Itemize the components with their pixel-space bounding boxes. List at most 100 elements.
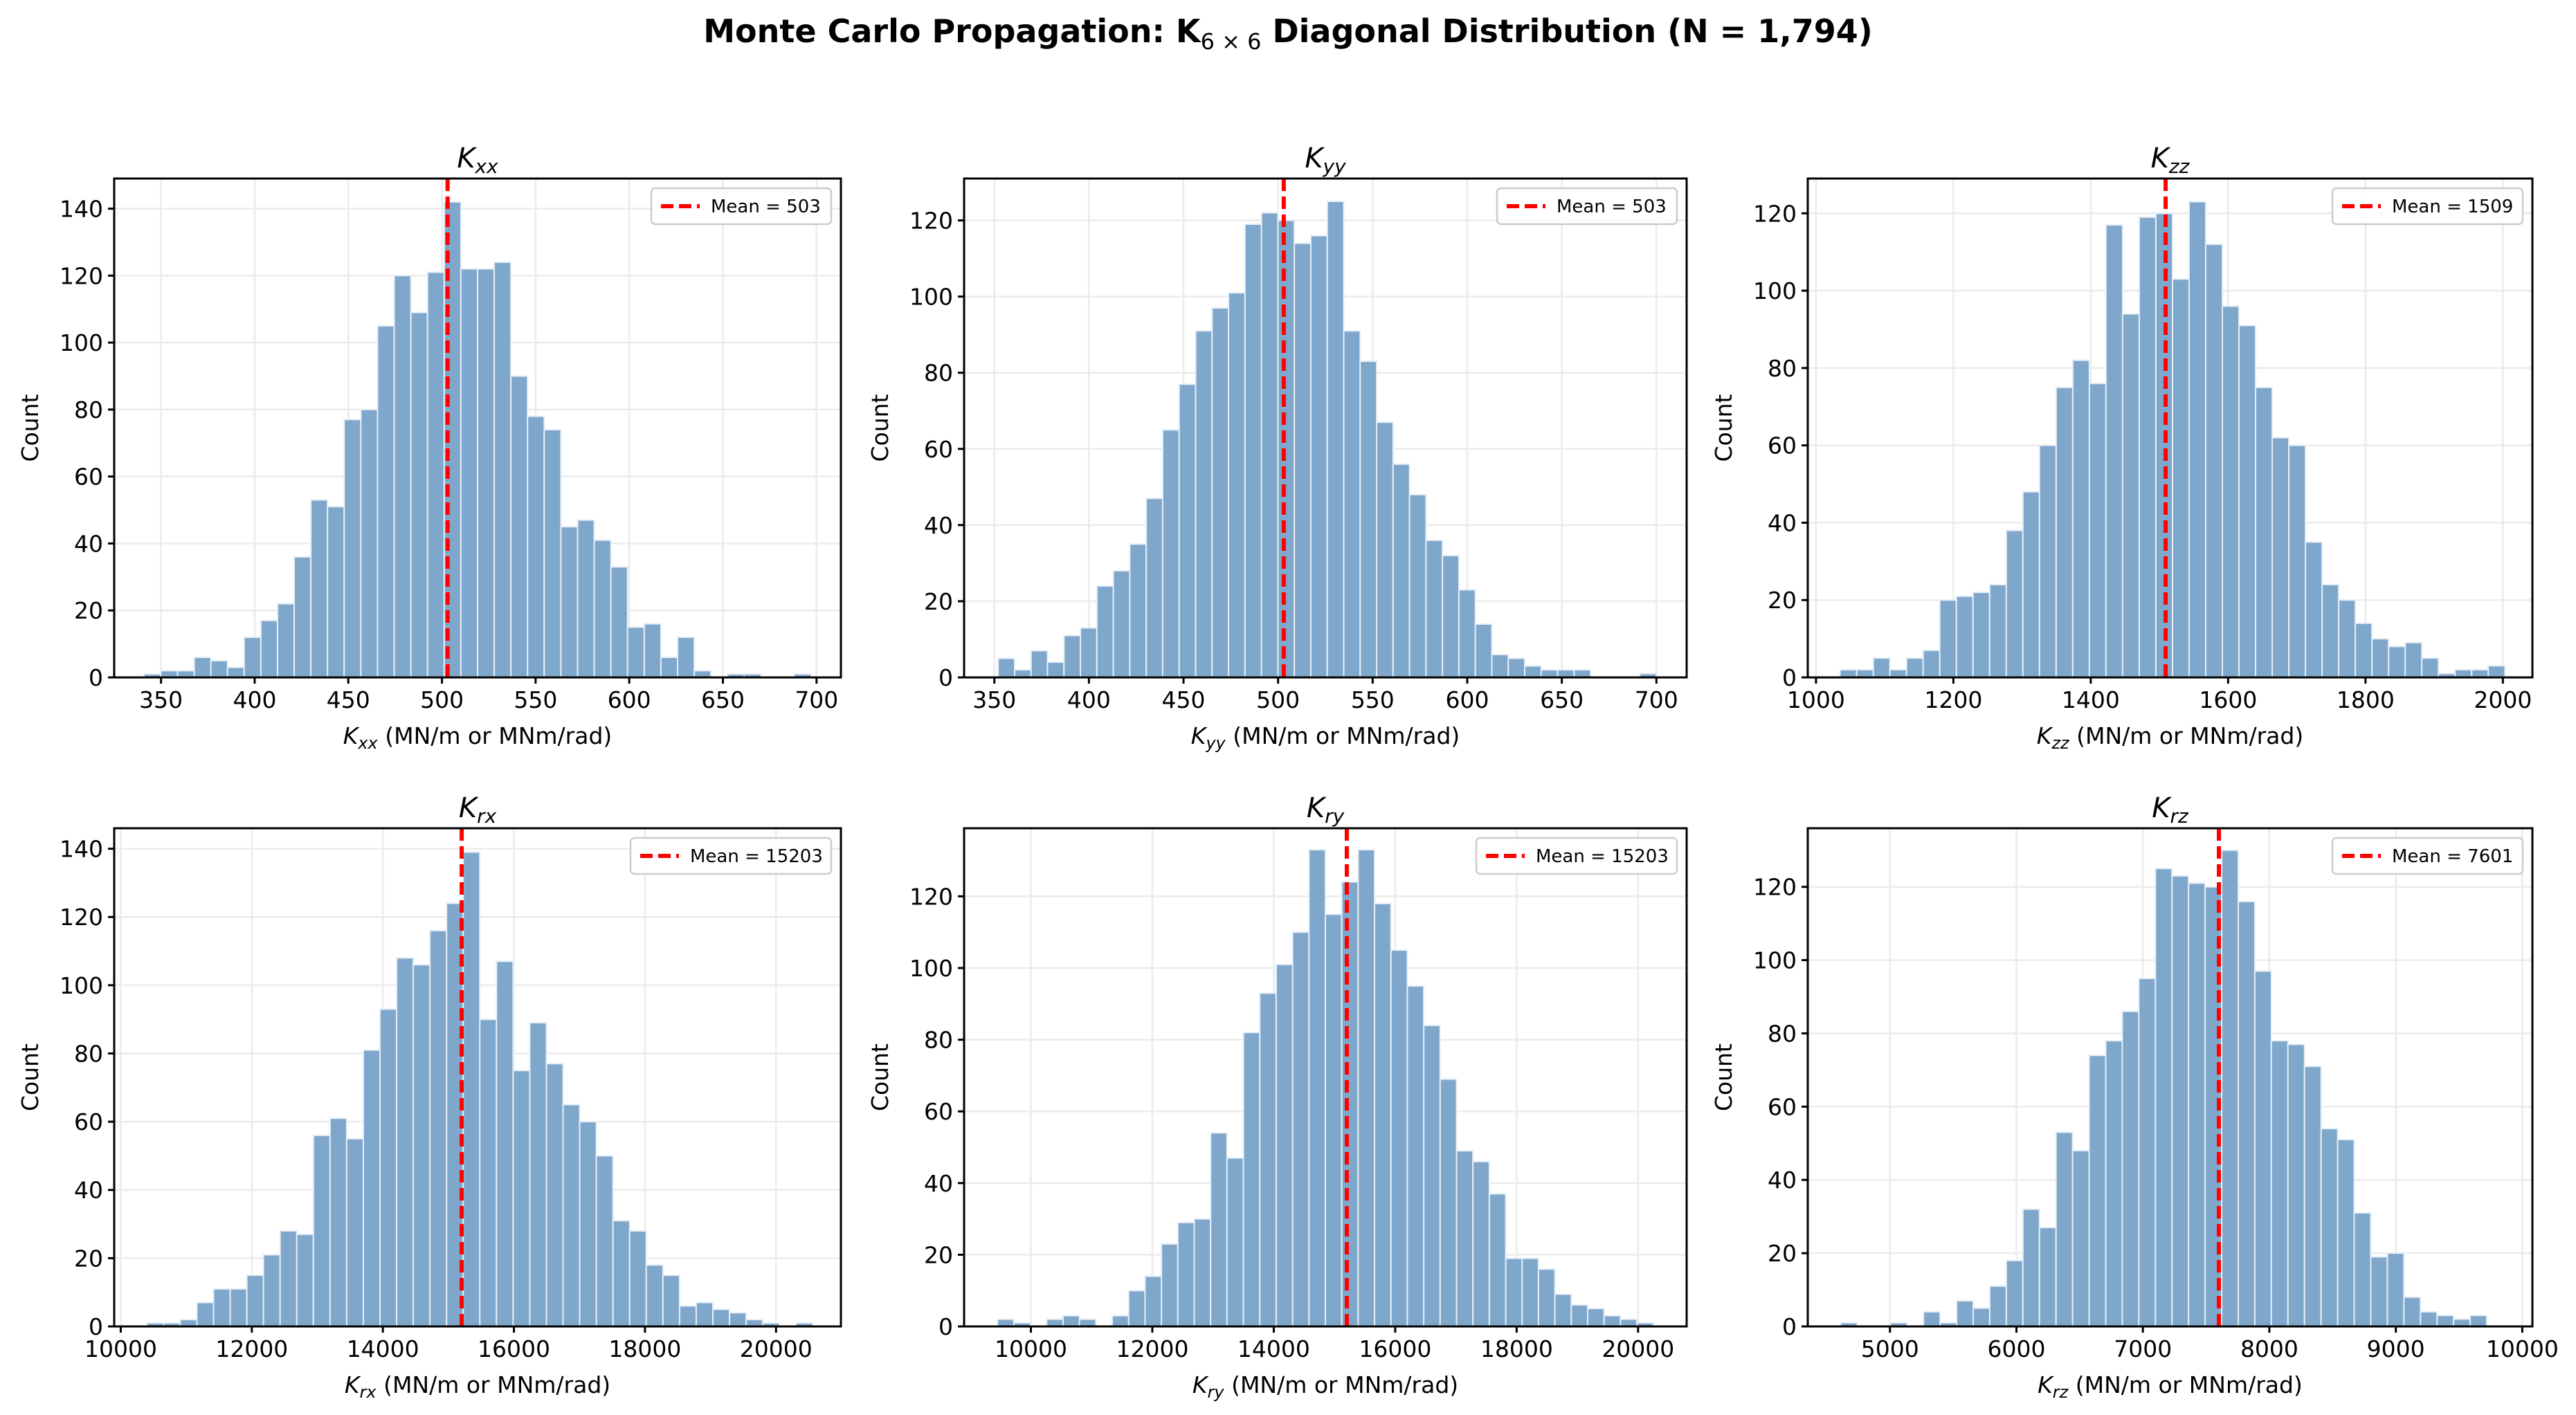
histogram-bar bbox=[2270, 1040, 2289, 1327]
histogram-bar bbox=[2038, 444, 2057, 679]
histogram-bar bbox=[2454, 668, 2473, 679]
x-tick-label: 350 bbox=[139, 686, 183, 713]
histogram-bar bbox=[312, 1134, 331, 1327]
y-tick-label: 40 bbox=[74, 530, 103, 557]
histogram-bar bbox=[396, 957, 415, 1327]
histogram-bar bbox=[1988, 583, 2007, 679]
histogram-bar bbox=[1161, 1243, 1179, 1327]
histogram-bar bbox=[1177, 1221, 1195, 1327]
histogram-bar bbox=[1554, 1293, 1572, 1328]
histogram-bar bbox=[1872, 657, 1891, 678]
histogram-bar bbox=[343, 419, 362, 679]
histogram-bar bbox=[2005, 1259, 2024, 1328]
y-tick-label: 20 bbox=[924, 1241, 953, 1268]
histogram-bar bbox=[1291, 931, 1310, 1327]
histogram-bar bbox=[429, 929, 448, 1327]
histogram-bar bbox=[545, 1063, 564, 1327]
histogram-bar bbox=[1620, 1318, 1638, 1327]
x-tick-label: 1000 bbox=[1787, 686, 1845, 713]
y-axis-label: Count bbox=[1710, 1043, 1737, 1111]
histogram-bar bbox=[1112, 1315, 1130, 1328]
histogram-bar bbox=[2386, 1252, 2405, 1328]
histogram-bar bbox=[729, 1312, 747, 1327]
panel-title: Kxx bbox=[457, 143, 498, 178]
histogram-bar bbox=[997, 1318, 1015, 1327]
histogram-bar bbox=[260, 619, 278, 679]
histogram-bar bbox=[2055, 1131, 2074, 1327]
histogram-bar bbox=[626, 626, 645, 679]
histogram-bar bbox=[1046, 661, 1065, 679]
y-tick-label: 120 bbox=[60, 904, 103, 931]
x-tick-label: 400 bbox=[233, 686, 276, 713]
y-tick-label: 120 bbox=[1753, 200, 1797, 227]
histogram-bar bbox=[377, 325, 395, 678]
histogram-bar bbox=[1013, 668, 1032, 679]
x-tick-label: 1400 bbox=[2062, 686, 2120, 713]
histogram-bar bbox=[2022, 491, 2040, 679]
y-axis-label: Count bbox=[17, 1043, 44, 1111]
histogram-bar bbox=[612, 1220, 631, 1327]
histogram-bar bbox=[2469, 1315, 2488, 1328]
histogram-bar bbox=[2105, 1040, 2123, 1327]
x-tick-label: 5000 bbox=[1861, 1335, 1919, 1362]
histogram-bar bbox=[2287, 1043, 2305, 1327]
legend-box bbox=[2331, 837, 2524, 875]
histogram-bar bbox=[2022, 1208, 2040, 1328]
histogram-bar bbox=[1540, 668, 1559, 679]
x-tick-label: 1600 bbox=[2199, 686, 2257, 713]
x-tick-label: 18000 bbox=[608, 1335, 681, 1362]
x-tick-label: 400 bbox=[1067, 686, 1111, 713]
histogram-bar bbox=[562, 1104, 581, 1327]
histogram-bar bbox=[210, 659, 228, 678]
histogram-bar bbox=[2188, 882, 2206, 1327]
figure-title-main: Monte Carlo Propagation: K bbox=[703, 12, 1201, 50]
axes-frame bbox=[1806, 177, 2534, 679]
histogram-bar bbox=[345, 1138, 364, 1327]
histogram-bar bbox=[2188, 201, 2207, 678]
histogram-bar bbox=[2105, 224, 2123, 678]
histogram-bar bbox=[1078, 1318, 1097, 1327]
x-tick-label: 14000 bbox=[347, 1335, 419, 1362]
histogram-bar bbox=[1376, 421, 1394, 678]
histogram-bar bbox=[460, 268, 479, 678]
histogram-bar bbox=[1062, 1315, 1080, 1328]
histogram-bar bbox=[1505, 1257, 1523, 1328]
histogram-bar bbox=[477, 268, 496, 678]
x-tick-label: 450 bbox=[327, 686, 370, 713]
y-tick-label: 80 bbox=[74, 396, 103, 423]
histogram-bar bbox=[212, 1288, 231, 1327]
histogram-bar bbox=[529, 1022, 547, 1328]
legend: Mean = 1509 bbox=[2331, 187, 2524, 226]
histogram-bar bbox=[2171, 875, 2190, 1327]
x-tick-label: 1800 bbox=[2337, 686, 2395, 713]
histogram-bar bbox=[1390, 949, 1408, 1327]
y-tick-label: 20 bbox=[1768, 587, 1797, 614]
x-tick-label: 8000 bbox=[2240, 1335, 2298, 1362]
histogram-bar bbox=[329, 1117, 347, 1328]
x-tick-label: 16000 bbox=[478, 1335, 550, 1362]
x-tick-label: 12000 bbox=[1116, 1335, 1188, 1362]
y-axis-label: Count bbox=[1710, 394, 1737, 462]
histogram-bar bbox=[997, 657, 1015, 678]
x-tick-label: 12000 bbox=[215, 1335, 288, 1362]
histogram-bar bbox=[1439, 1078, 1458, 1328]
x-tick-label: 18000 bbox=[1480, 1335, 1553, 1362]
x-tick-label: 500 bbox=[420, 686, 464, 713]
y-tick-label: 60 bbox=[924, 1098, 953, 1125]
histogram-bar bbox=[1455, 1150, 1474, 1327]
histogram-bar bbox=[2155, 212, 2173, 679]
histogram-bar bbox=[1458, 589, 1476, 679]
x-tick-label: 16000 bbox=[1359, 1335, 1431, 1362]
histogram-bar bbox=[1488, 1193, 1507, 1328]
panel-krx: 10000 12000 14000 16000 18000 20000 0 20 40 60 80 1… bbox=[17, 792, 842, 1402]
histogram-bar bbox=[1294, 242, 1312, 678]
x-axis-label: Kyy (MN/m or MNm/rad) bbox=[1191, 722, 1460, 753]
y-tick-label: 60 bbox=[924, 436, 953, 463]
y-tick-label: 60 bbox=[1768, 1093, 1797, 1120]
histogram-bar bbox=[1030, 650, 1049, 678]
histogram-bar bbox=[1955, 595, 1974, 679]
x-tick-label: 6000 bbox=[1988, 1335, 2046, 1362]
histogram-bar bbox=[1341, 881, 1359, 1328]
histogram-bar bbox=[1195, 330, 1213, 678]
histogram-bar bbox=[1359, 360, 1378, 679]
